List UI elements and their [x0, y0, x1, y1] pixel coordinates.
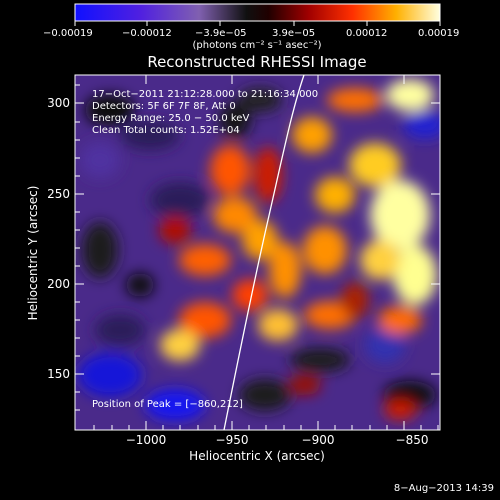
peak-position: Position of Peak = [−860,212]: [92, 399, 243, 410]
info-energy-range: Energy Range: 25.0 − 50.0 keV: [92, 113, 249, 124]
info-clean-counts: Clean Total counts: 1.52E+04: [92, 125, 240, 136]
observation-info: 17−Oct−2011 21:12:28.000 to 21:16:34.000…: [92, 89, 318, 136]
x-tick-label: −900: [302, 433, 335, 447]
colorbar-units: (photons cm⁻² s⁻¹ asec⁻²): [192, 40, 321, 51]
y-tick-label: 300: [47, 96, 70, 110]
x-tick-label: −850: [396, 433, 429, 447]
colorbar-tick: 3.9e−05: [272, 28, 315, 39]
colorbar: −0.00019 −0.00012 −3.9e−05 3.9e−05 0.000…: [43, 3, 459, 51]
x-tick-label: −950: [216, 433, 249, 447]
y-tick-label: 200: [47, 277, 70, 291]
x-axis-title: Heliocentric X (arcsec): [189, 449, 325, 463]
colorbar-tick: 0.00019: [418, 28, 459, 39]
y-axis-title: Heliocentric Y (arcsec): [26, 186, 40, 321]
colorbar-tick: −3.9e−05: [195, 28, 247, 39]
colorbar-tick: 0.00012: [346, 28, 387, 39]
plot-title: Reconstructed RHESSI Image: [147, 53, 366, 71]
colorbar-tick: −0.00012: [122, 28, 172, 39]
info-detectors: Detectors: 5F 6F 7F 8F, Att 0: [92, 101, 236, 112]
x-tick-label: −1000: [126, 433, 167, 447]
colorbar-strip: [74, 3, 441, 22]
y-tick-label: 250: [47, 187, 70, 201]
info-time-range: 17−Oct−2011 21:12:28.000 to 21:16:34.000: [92, 89, 318, 100]
limb-curve: [223, 74, 305, 431]
colorbar-tick: −0.00019: [43, 28, 93, 39]
generation-timestamp: 8−Aug−2013 14:39: [394, 483, 494, 494]
plot-axes: [74, 74, 441, 431]
y-tick-label: 150: [47, 367, 70, 381]
